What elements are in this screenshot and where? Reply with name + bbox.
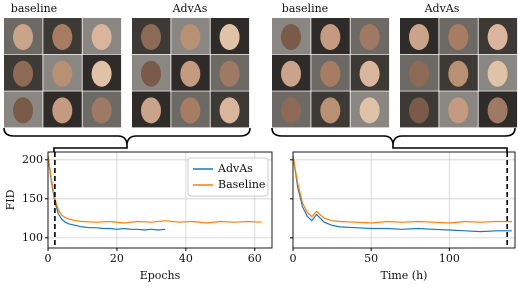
face xyxy=(52,60,73,87)
face xyxy=(448,60,469,87)
face xyxy=(281,24,301,50)
face xyxy=(180,60,201,87)
plot-frame xyxy=(47,151,273,249)
plot-frame xyxy=(292,151,516,249)
face xyxy=(91,24,112,50)
x-tick-label: 40 xyxy=(179,252,193,265)
face xyxy=(487,24,508,50)
x-axis-label: Time (h) xyxy=(381,269,428,282)
face xyxy=(320,97,341,124)
face xyxy=(409,24,429,50)
brace xyxy=(3,127,251,145)
face xyxy=(487,60,508,87)
face xyxy=(141,24,161,50)
face xyxy=(448,24,469,50)
panel-label: AdvAs xyxy=(172,2,208,15)
panel-label: AdvAs xyxy=(424,2,460,15)
legend-box xyxy=(187,157,269,197)
face xyxy=(320,60,341,87)
image-panels: baseline AdvAs baseline AdvAs xyxy=(11,2,460,15)
brace xyxy=(271,127,516,145)
y-axis-label: FID xyxy=(4,189,17,210)
face xyxy=(13,60,33,87)
face xyxy=(281,60,301,87)
face xyxy=(52,24,73,50)
x-tick-label: 100 xyxy=(439,252,460,265)
face xyxy=(448,97,469,124)
braces xyxy=(3,127,516,152)
face xyxy=(219,97,240,124)
face xyxy=(281,97,301,124)
face xyxy=(13,24,33,50)
face xyxy=(13,97,33,124)
series-line xyxy=(292,155,512,233)
face xyxy=(359,24,380,50)
x-tick-label: 0 xyxy=(290,252,297,265)
face xyxy=(91,60,112,87)
face xyxy=(52,97,73,124)
connector xyxy=(392,144,508,152)
series-line xyxy=(47,155,166,231)
face xyxy=(180,97,201,124)
face xyxy=(320,24,341,50)
y-tick-label: 150 xyxy=(22,192,43,205)
x-tick-label: 60 xyxy=(248,252,262,265)
face xyxy=(141,60,161,87)
face-grids xyxy=(4,18,518,128)
y-tick-label: 200 xyxy=(22,153,43,166)
face xyxy=(219,60,240,87)
face xyxy=(359,60,380,87)
connector xyxy=(53,144,128,152)
legend-label: AdvAs xyxy=(217,162,253,175)
x-tick-label: 20 xyxy=(110,252,124,265)
y-tick-label: 100 xyxy=(22,231,43,244)
face xyxy=(180,24,201,50)
x-axis-label: Epochs xyxy=(140,269,181,282)
face xyxy=(141,97,161,124)
series-line xyxy=(47,155,262,224)
legend-label: Baseline xyxy=(218,178,265,191)
panel-label: baseline xyxy=(11,2,57,15)
panel-label: baseline xyxy=(282,2,328,15)
series-line xyxy=(292,155,512,224)
face xyxy=(409,60,429,87)
face xyxy=(359,97,380,124)
face xyxy=(487,97,508,124)
face xyxy=(409,97,429,124)
x-tick-label: 0 xyxy=(45,252,52,265)
face xyxy=(91,97,112,124)
x-tick-label: 50 xyxy=(364,252,378,265)
face xyxy=(219,24,240,50)
